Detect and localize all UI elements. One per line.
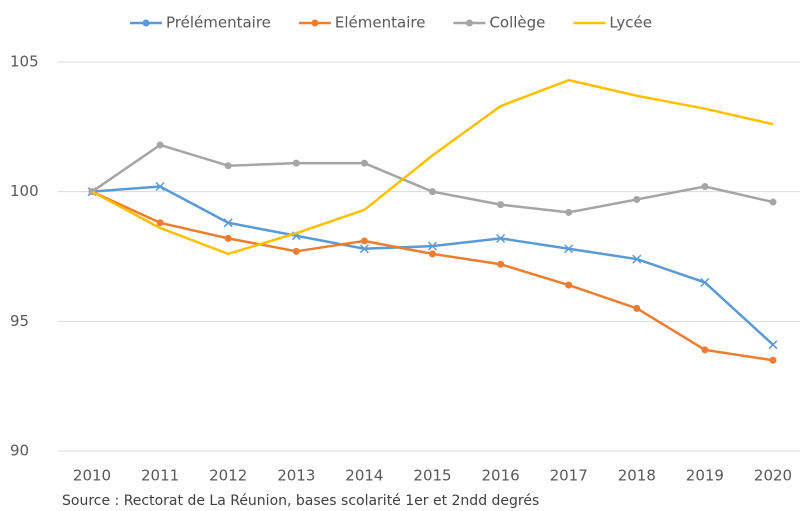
marker (292, 159, 300, 167)
marker (497, 260, 505, 268)
marker (700, 277, 710, 287)
series-line (91, 78, 774, 256)
marker (633, 304, 641, 312)
marker (156, 141, 164, 149)
y-tick-label: 90 (10, 442, 29, 460)
marker (565, 281, 573, 289)
marker (632, 254, 642, 264)
x-tick-label: 2014 (345, 467, 383, 485)
legend-marker (311, 19, 319, 27)
legend-label: Elémentaire (335, 14, 426, 32)
marker (360, 237, 368, 245)
y-tick-label: 100 (10, 182, 39, 200)
marker (429, 250, 436, 258)
x-tick-label: 2010 (73, 467, 111, 485)
marker (701, 182, 709, 190)
marker (496, 233, 506, 243)
marker (564, 244, 574, 254)
series-line (91, 190, 774, 362)
legend-marker (465, 19, 473, 27)
marker (429, 188, 436, 196)
y-tick-label: 105 (10, 53, 39, 71)
x-tick-label: 2012 (209, 467, 247, 485)
marker (769, 356, 777, 364)
marker (224, 234, 232, 242)
marker (768, 340, 778, 350)
source: Source : Rectorat de La Réunion, bases s… (62, 493, 539, 509)
legend-label: Collège (489, 14, 545, 32)
legend-label: Lycée (609, 14, 652, 32)
marker (427, 241, 438, 251)
marker (359, 244, 369, 254)
marker (769, 198, 777, 206)
x-tick-label: 2019 (686, 467, 724, 485)
marker (633, 195, 641, 203)
legend-label: Prélémentaire (166, 14, 271, 32)
x-tick-label: 2017 (550, 467, 588, 485)
legend-marker (142, 19, 150, 27)
marker (360, 159, 368, 167)
x-tick-label: 2015 (413, 467, 451, 485)
x-tick-label: 2018 (618, 467, 656, 485)
x-tick-label: 2016 (482, 467, 520, 485)
marker (223, 218, 233, 228)
y-tick-label: 95 (10, 312, 29, 330)
marker (224, 162, 232, 170)
marker (565, 208, 573, 216)
marker (155, 181, 165, 192)
marker (497, 201, 505, 209)
marker (156, 219, 164, 227)
x-tick-label: 2011 (141, 467, 179, 485)
x-tick-label: 2013 (277, 467, 315, 485)
marker (292, 247, 300, 255)
x-tick-label: 2020 (754, 467, 792, 485)
marker (701, 346, 709, 354)
